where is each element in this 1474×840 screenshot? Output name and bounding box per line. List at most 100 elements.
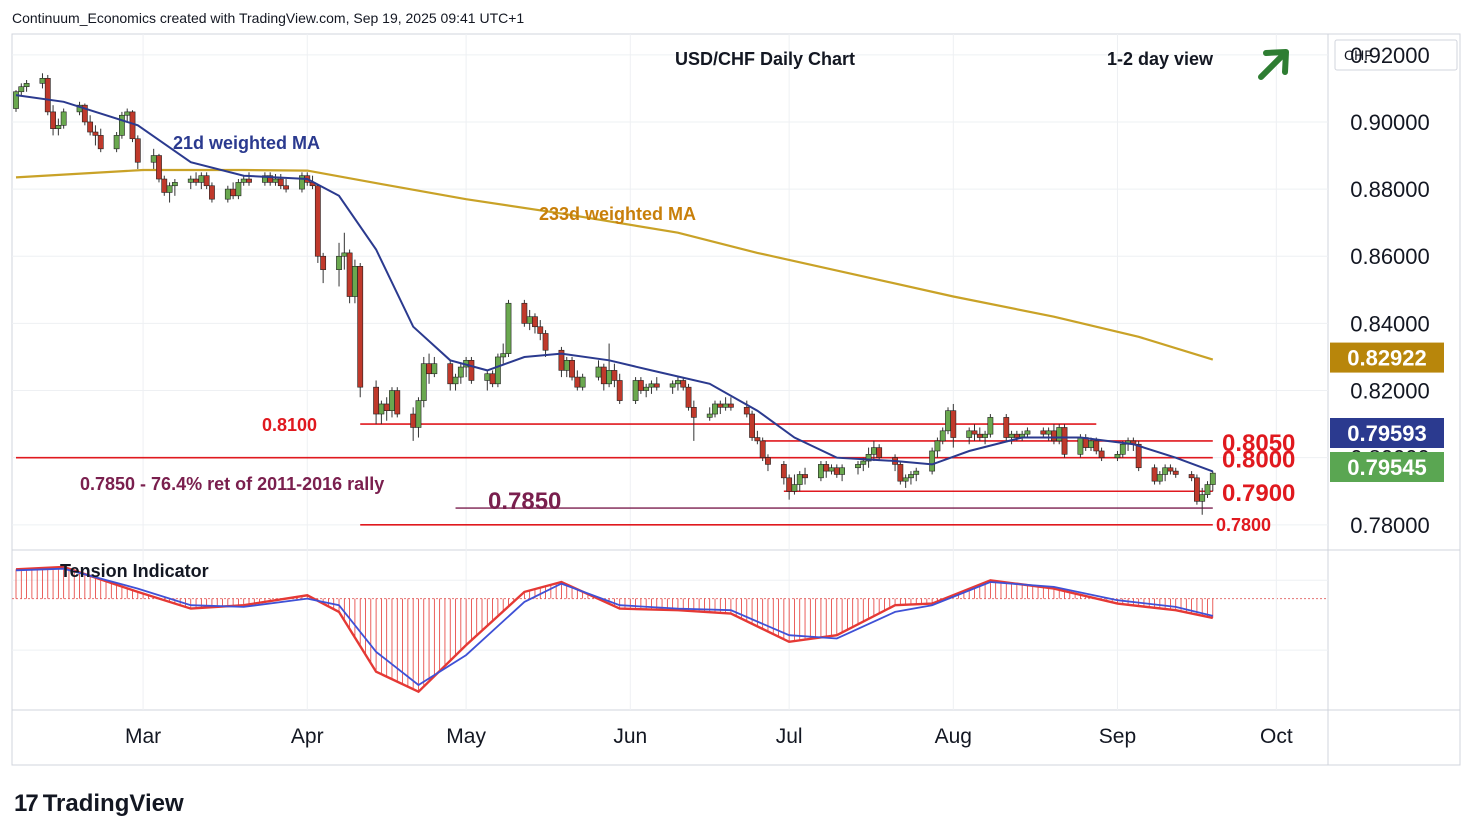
candle-body — [855, 464, 861, 469]
candle-body — [945, 410, 951, 432]
candle-body — [39, 78, 46, 84]
level-label-08050: 0.8050 — [1222, 430, 1295, 457]
candle-body — [828, 467, 835, 472]
candle-body — [452, 376, 459, 385]
candle-body — [468, 360, 475, 381]
candle-body — [537, 326, 544, 334]
candle-body — [1040, 430, 1047, 435]
candle-body — [690, 407, 697, 418]
candle-body — [336, 255, 342, 270]
candle-body — [489, 373, 496, 385]
candle-body — [563, 360, 570, 371]
tradingview-logo-text: TradingView — [42, 790, 184, 817]
candle-body — [569, 360, 575, 378]
view-label: 1-2 day view — [1107, 49, 1214, 69]
candle-body — [526, 316, 533, 324]
chart-title: USD/CHF Daily Chart — [675, 49, 855, 69]
candle-body — [632, 380, 639, 401]
fib-note-label: 0.7850 - 76.4% ret of 2011-2016 rally — [80, 474, 384, 494]
candle-body — [187, 178, 194, 183]
price-badge-label: 0.79593 — [1347, 421, 1427, 446]
candle-body — [23, 83, 30, 88]
candle-body — [357, 266, 364, 388]
candle-body — [161, 178, 168, 193]
tradingview-logo[interactable]: 17 TradingView — [14, 790, 184, 818]
candle-body — [209, 185, 215, 200]
candle-body — [1061, 427, 1068, 455]
tradingview-logo-mark: 17 — [14, 790, 39, 817]
candle-body — [1008, 433, 1015, 438]
candle-body — [415, 400, 422, 428]
candle-body — [675, 380, 681, 385]
candle-body — [1167, 467, 1174, 472]
candle-body — [426, 363, 432, 375]
candle-body — [1194, 477, 1200, 502]
y-tick-label: 0.86000 — [1350, 244, 1430, 269]
candle-body — [320, 255, 327, 270]
candle-body — [410, 413, 417, 428]
candle-body — [876, 447, 883, 458]
candle-body — [1088, 440, 1094, 448]
level-label-08000: 0.8000 — [1222, 447, 1295, 474]
candle-body — [754, 437, 761, 442]
candle-body — [92, 131, 99, 136]
candle-body — [1013, 433, 1020, 438]
candle-body — [193, 178, 199, 183]
ma21-label: 21d weighted MA — [173, 133, 320, 153]
candle-body — [1056, 427, 1063, 442]
candle-body — [1151, 467, 1158, 482]
candle-body — [431, 363, 438, 375]
candle-body — [606, 370, 613, 385]
candle-body — [860, 460, 867, 465]
candle-body — [113, 135, 120, 150]
candle-body — [574, 376, 581, 388]
candle-body — [383, 403, 390, 411]
candle-body — [283, 185, 289, 190]
x-tick-label: Apr — [291, 725, 324, 748]
candle-body — [833, 467, 840, 475]
price-badge-bg — [1330, 342, 1444, 373]
candle-body — [240, 178, 247, 183]
candle-body — [272, 178, 279, 183]
price-badge-label: 0.79545 — [1347, 455, 1427, 480]
candle-body — [1003, 417, 1010, 438]
candle-body — [119, 114, 125, 136]
fib-level-label: 0.7850 — [488, 488, 561, 515]
x-tick-label: May — [446, 725, 486, 748]
candle-body — [1156, 474, 1163, 482]
candle-body — [669, 383, 676, 388]
candle-body — [971, 430, 978, 435]
candle-body — [50, 111, 56, 129]
price-badge-bg — [1330, 418, 1444, 448]
chart-frame — [11, 33, 1461, 766]
candle-body — [595, 366, 602, 378]
candle-body — [706, 413, 713, 418]
candle-body — [235, 182, 242, 197]
candle-body — [230, 188, 237, 197]
candle-body — [484, 373, 491, 381]
candle-body — [1051, 430, 1057, 442]
y-tick-label: 0.90000 — [1350, 110, 1430, 135]
candle-body — [1093, 440, 1100, 452]
candle-body — [611, 370, 618, 381]
candle-body — [791, 484, 798, 492]
candle-body — [749, 413, 755, 438]
candle-body — [786, 477, 793, 492]
candle-body — [982, 433, 988, 438]
candle-body — [129, 111, 136, 140]
candle-body — [457, 366, 464, 378]
y-tick-label: 0.88000 — [1350, 177, 1430, 202]
x-tick-label: Mar — [125, 725, 161, 748]
y-tick-label: 0.78000 — [1350, 513, 1430, 538]
price-badge-label: 0.82922 — [1347, 346, 1427, 371]
candle-body — [124, 111, 131, 116]
level-label-07800: 0.7800 — [1216, 515, 1271, 535]
candle-body — [97, 135, 104, 150]
candle-body — [542, 333, 549, 351]
candle-body — [870, 447, 877, 455]
candle-body — [341, 252, 348, 257]
candle-body — [394, 390, 401, 415]
candle-body — [500, 353, 507, 358]
candle-body — [1209, 472, 1216, 485]
